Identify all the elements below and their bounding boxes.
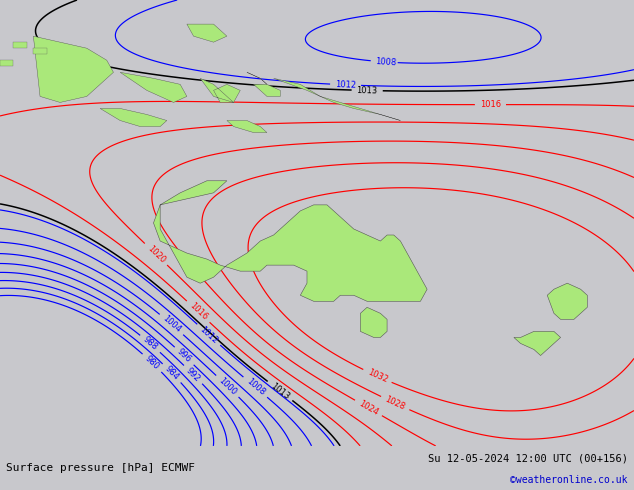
Polygon shape xyxy=(120,73,187,102)
Text: 988: 988 xyxy=(141,335,159,352)
Text: 1013: 1013 xyxy=(269,381,291,401)
Polygon shape xyxy=(254,84,280,97)
Polygon shape xyxy=(200,78,240,102)
Text: 1020: 1020 xyxy=(145,244,167,265)
Polygon shape xyxy=(514,331,560,356)
Text: 1008: 1008 xyxy=(375,57,397,67)
Text: 1024: 1024 xyxy=(357,399,380,417)
Polygon shape xyxy=(34,36,113,102)
Text: 984: 984 xyxy=(163,364,181,382)
Polygon shape xyxy=(100,108,167,126)
Text: 980: 980 xyxy=(143,354,161,371)
Polygon shape xyxy=(274,78,401,121)
Polygon shape xyxy=(547,283,587,319)
Text: Su 12-05-2024 12:00 UTC (00+156): Su 12-05-2024 12:00 UTC (00+156) xyxy=(428,453,628,463)
Polygon shape xyxy=(227,121,267,133)
Text: Surface pressure [hPa] ECMWF: Surface pressure [hPa] ECMWF xyxy=(6,463,195,473)
Polygon shape xyxy=(13,42,27,48)
Text: 1004: 1004 xyxy=(160,314,183,335)
Text: 1000: 1000 xyxy=(217,376,238,397)
Text: 1028: 1028 xyxy=(384,394,406,412)
Polygon shape xyxy=(0,60,13,66)
Text: 1012: 1012 xyxy=(198,324,219,345)
Text: 1012: 1012 xyxy=(335,80,356,90)
Text: 992: 992 xyxy=(184,366,202,383)
Polygon shape xyxy=(153,181,427,301)
Text: 1008: 1008 xyxy=(244,377,266,397)
Polygon shape xyxy=(187,24,227,42)
Polygon shape xyxy=(360,307,387,338)
Text: 1013: 1013 xyxy=(356,86,378,95)
Text: 1016: 1016 xyxy=(188,301,209,322)
Text: 1016: 1016 xyxy=(480,100,501,109)
Text: 1032: 1032 xyxy=(366,368,389,385)
Polygon shape xyxy=(34,48,47,54)
Text: 996: 996 xyxy=(176,347,193,365)
Polygon shape xyxy=(247,73,267,84)
Text: ©weatheronline.co.uk: ©weatheronline.co.uk xyxy=(510,475,628,485)
